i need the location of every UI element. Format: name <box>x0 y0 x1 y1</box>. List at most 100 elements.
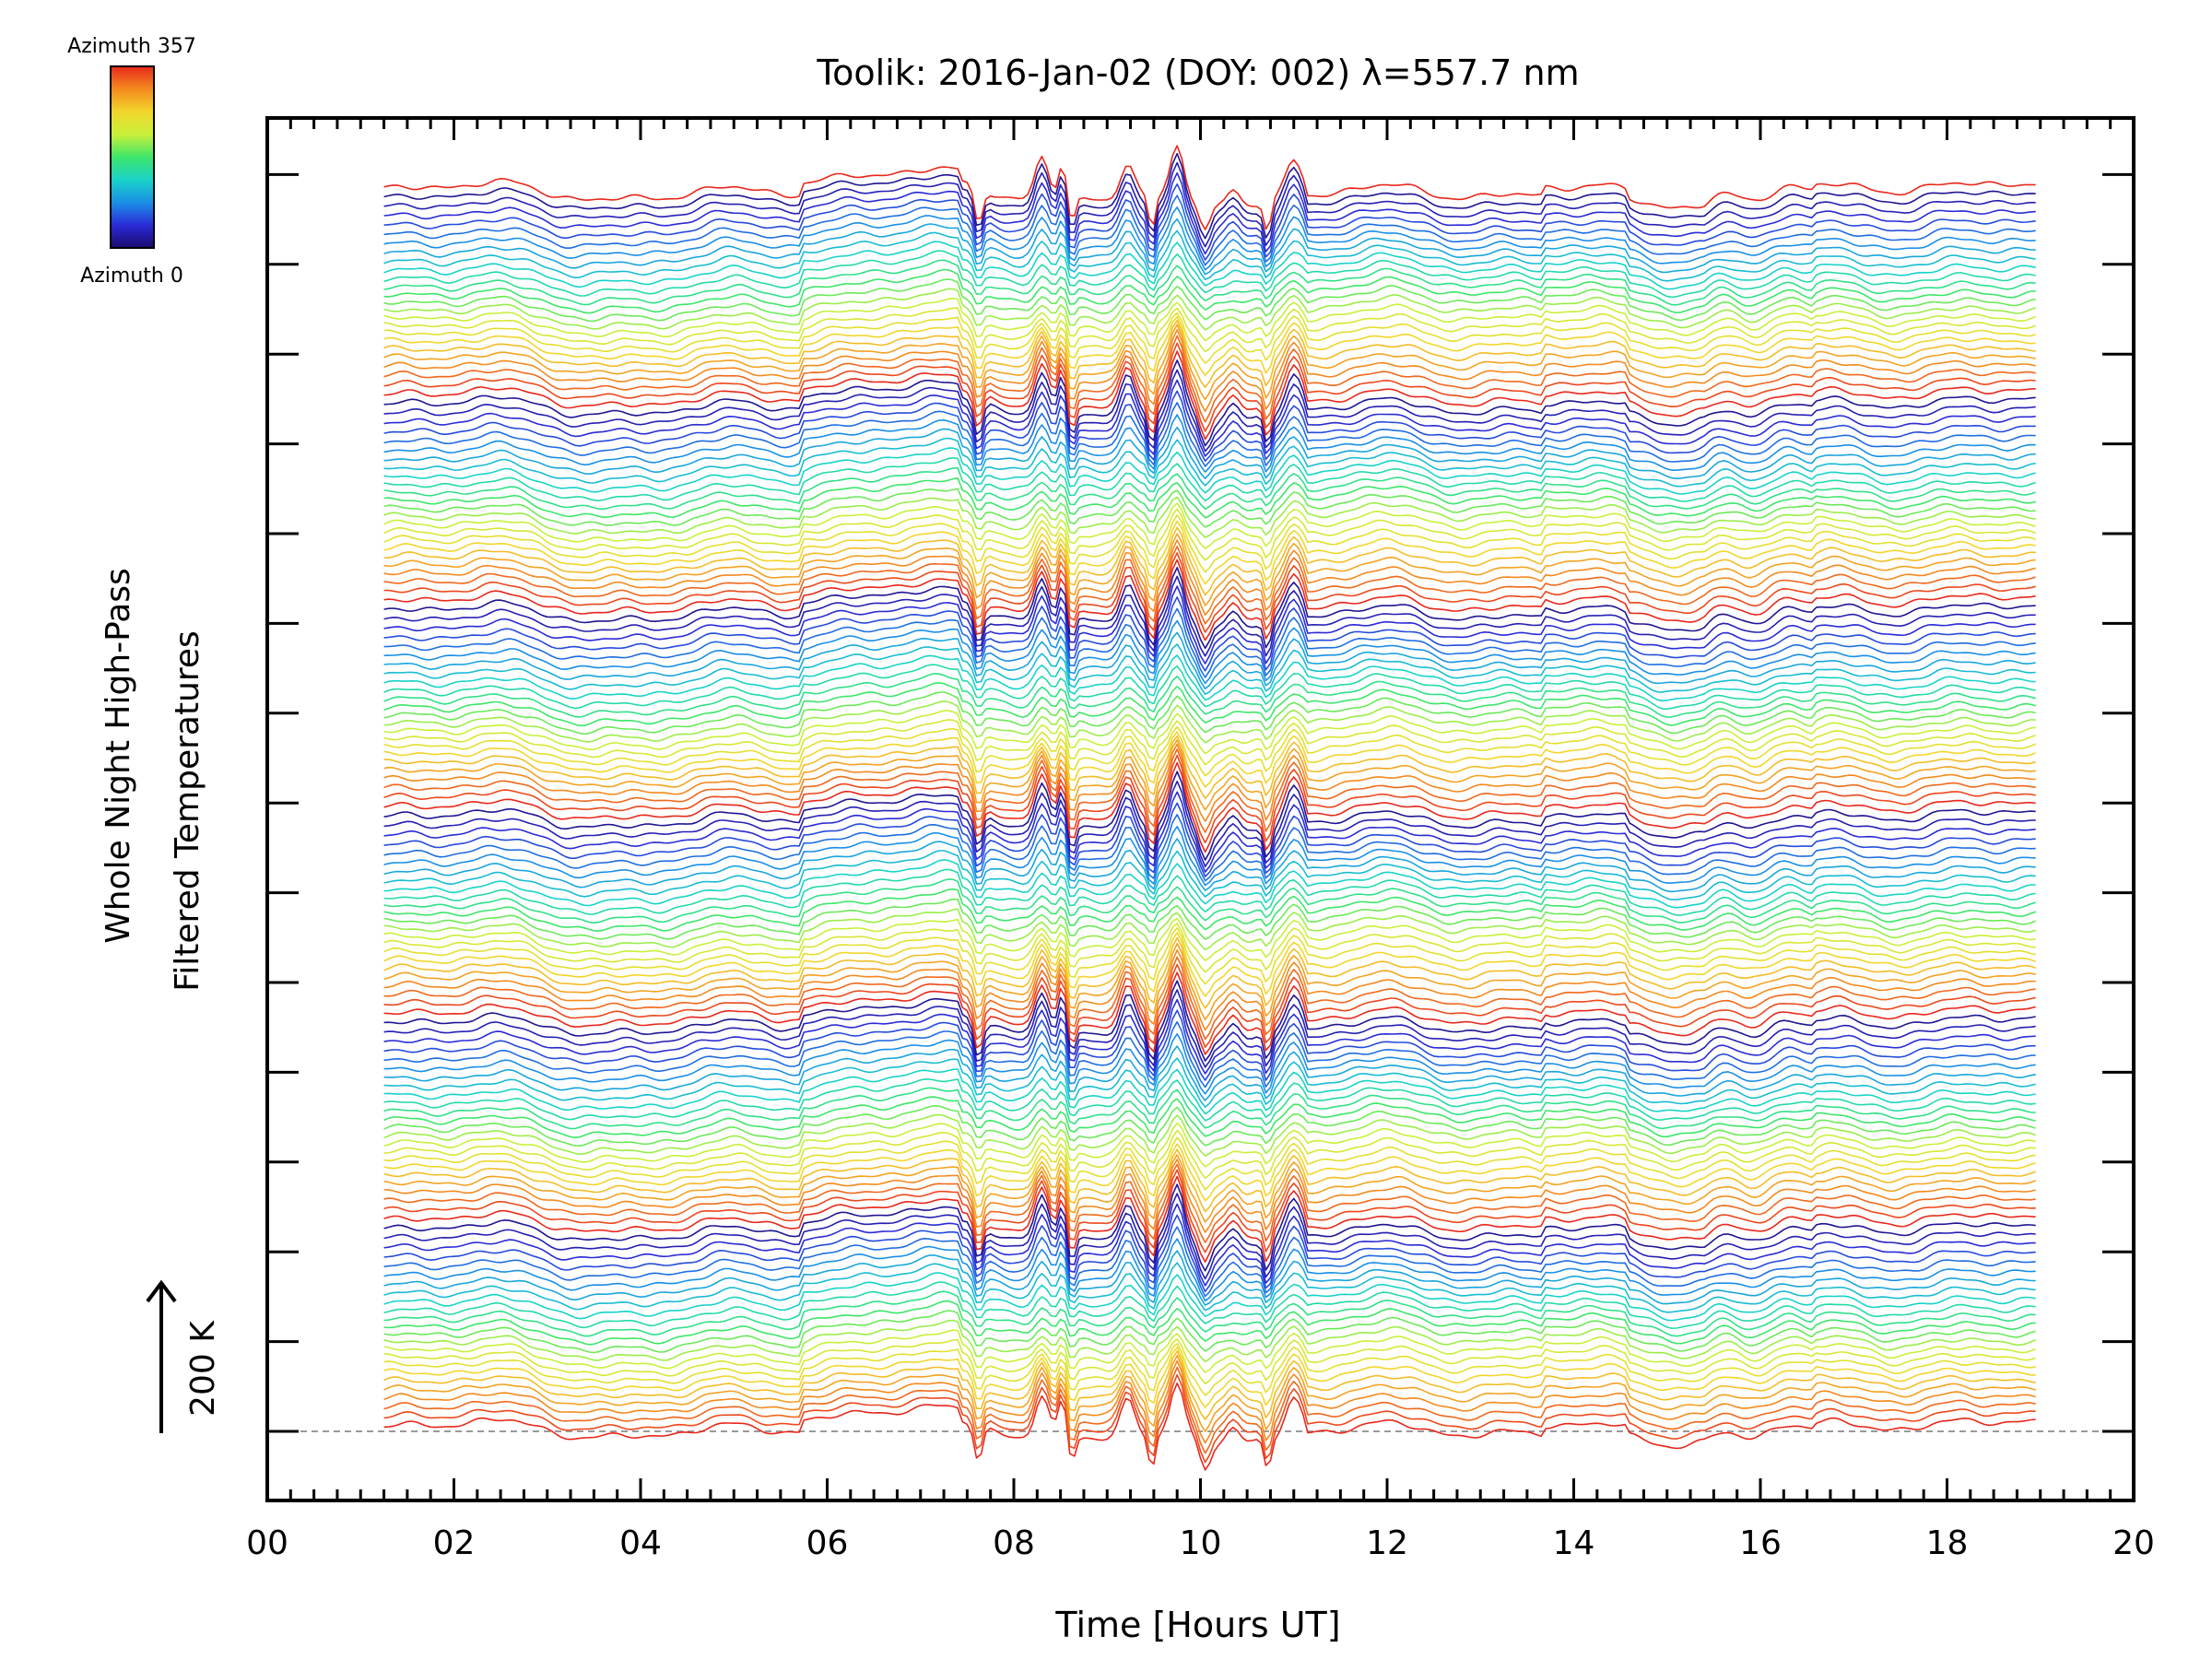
azimuth-series-line <box>383 1113 2036 1157</box>
x-tick-label: 02 <box>433 1524 476 1562</box>
azimuth-series-line <box>383 1183 2036 1272</box>
azimuth-series-line <box>383 731 2036 788</box>
azimuth-series-line <box>383 1033 2036 1095</box>
azimuth-series-line <box>383 552 2036 633</box>
scale-arrow-head <box>146 1279 177 1303</box>
azimuth-series-line <box>383 643 2036 695</box>
azimuth-series-line <box>383 559 2036 641</box>
x-tick-label: 06 <box>806 1524 849 1562</box>
azimuth-series-line <box>383 1087 2036 1130</box>
azimuth-series-line <box>383 502 2036 549</box>
plot-area: 00 02 04 06 08 10 12 14 16 18 20 <box>246 116 2155 1562</box>
azimuth-series-line <box>383 878 2036 924</box>
azimuth-series-line <box>383 1350 2036 1420</box>
azimuth-series-line <box>383 971 2036 1055</box>
azimuth-series-line <box>383 152 2036 240</box>
x-tick-label: 16 <box>1739 1524 1782 1562</box>
azimuth-series-line <box>383 575 2036 657</box>
x-tick-label: 12 <box>1366 1524 1408 1562</box>
azimuth-series-line <box>383 520 2036 585</box>
azimuth-series-line <box>383 980 2036 1062</box>
azimuth-series-line <box>383 320 2036 389</box>
azimuth-series-line <box>383 312 2036 364</box>
y-axis-label-line2: Filtered Temperatures <box>169 630 206 992</box>
azimuth-series-line <box>383 932 2036 997</box>
colorbar: Azimuth 357 Azimuth 0 <box>67 35 196 288</box>
azimuth-series-line <box>383 908 2036 951</box>
azimuth-series-line <box>383 437 2036 488</box>
azimuth-series-line <box>383 998 2036 1075</box>
azimuth-series-line <box>383 514 2036 573</box>
azimuth-series-line <box>383 1163 2036 1243</box>
azimuth-series-line <box>383 673 2036 718</box>
azimuth-series-line <box>383 456 2036 502</box>
azimuth-series-line <box>383 250 2036 299</box>
azimuth-series-line <box>383 725 2036 777</box>
azimuth-series-line <box>383 1136 2036 1191</box>
azimuth-series-line <box>383 888 2036 932</box>
azimuth-series-line <box>383 1009 2036 1081</box>
azimuth-series-line <box>383 206 2036 271</box>
azimuth-series-line <box>383 194 2036 266</box>
azimuth-series-line <box>383 1193 2036 1280</box>
azimuth-series-line <box>383 596 2036 672</box>
azimuth-series-line <box>383 1057 2036 1108</box>
azimuth-series-line <box>383 508 2036 561</box>
azimuth-series-line <box>383 1343 2036 1396</box>
azimuth-series-line <box>383 963 2036 1048</box>
series-lines <box>383 145 2037 1471</box>
azimuth-series-line <box>383 739 2036 811</box>
azimuth-series-line <box>383 607 2036 678</box>
azimuth-series-line <box>383 315 2036 376</box>
azimuth-series-line <box>383 342 2036 432</box>
scale-label: 200 K <box>184 1320 222 1417</box>
azimuth-series-line <box>383 802 2036 877</box>
azimuth-series-line <box>383 402 2036 467</box>
azimuth-series-line <box>383 1154 2036 1223</box>
azimuth-series-line <box>383 735 2036 799</box>
azimuth-series-line <box>383 241 2036 290</box>
azimuth-series-line <box>383 1143 2036 1202</box>
azimuth-series-line <box>383 1148 2036 1213</box>
azimuth-series-line <box>383 447 2036 495</box>
scale-indicator: 200 K <box>146 1279 222 1433</box>
azimuth-series-line <box>383 161 2036 248</box>
azimuth-series-line <box>383 923 2036 973</box>
x-tick-label: 20 <box>2112 1524 2155 1562</box>
azimuth-series-line <box>383 539 2036 616</box>
azimuth-series-line <box>383 390 2036 462</box>
azimuth-series-line <box>383 850 2036 900</box>
azimuth-series-line <box>383 379 2036 457</box>
azimuth-series-line <box>383 1319 2036 1363</box>
azimuth-series-line <box>383 743 2036 822</box>
azimuth-series-line <box>383 1169 2036 1253</box>
azimuth-series-line <box>383 781 2036 867</box>
azimuth-series-line <box>383 1329 2036 1373</box>
azimuth-series-line <box>383 754 2036 843</box>
azimuth-series-line <box>383 259 2036 306</box>
azimuth-series-line <box>383 1078 2036 1122</box>
colorbar-gradient <box>110 65 155 249</box>
azimuth-series-line <box>383 664 2036 711</box>
azimuth-series-line <box>383 324 2036 401</box>
azimuth-series-line <box>383 619 2036 685</box>
azimuth-series-line <box>383 182 2036 261</box>
azimuth-series-line <box>383 268 2036 314</box>
x-tick-label: 08 <box>993 1524 1035 1562</box>
azimuth-series-line <box>383 426 2036 479</box>
azimuth-series-line <box>383 329 2036 412</box>
azimuth-series-line <box>383 533 2036 606</box>
azimuth-series-line <box>383 1203 2036 1287</box>
azimuth-series-line <box>383 1359 2036 1444</box>
azimuth-series-line <box>383 814 2036 882</box>
azimuth-series-line <box>383 719 2036 766</box>
colorbar-top-label: Azimuth 357 <box>67 35 196 58</box>
azimuth-series-line <box>383 414 2036 473</box>
x-tick-label: 10 <box>1180 1524 1222 1562</box>
y-axis-label-line1: Whole Night High-Pass <box>100 568 137 944</box>
azimuth-series-line <box>383 1068 2036 1115</box>
azimuth-series-line <box>383 546 2036 625</box>
azimuth-series-line <box>383 585 2036 665</box>
azimuth-series-line <box>383 526 2036 596</box>
